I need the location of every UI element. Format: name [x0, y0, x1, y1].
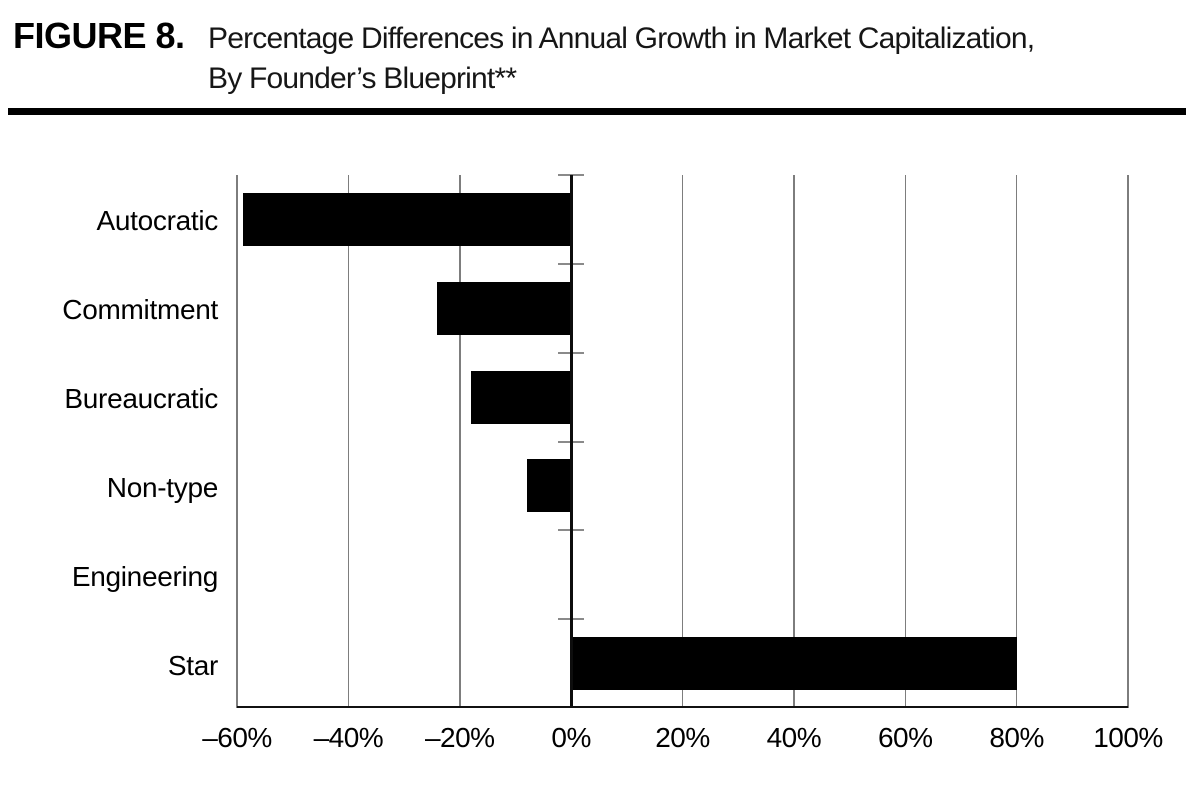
category-label-bureaucratic: Bureaucratic — [64, 383, 218, 415]
figure-title-line-2: By Founder’s Blueprint** — [208, 62, 517, 95]
bar-autocratic — [242, 192, 572, 246]
x-tick-label-80: 80% — [989, 722, 1044, 753]
category-label-autocratic: Autocratic — [96, 205, 219, 237]
category-label-star: Star — [167, 649, 218, 681]
x-tick-label-100: 100% — [1093, 722, 1163, 753]
figure-title: Percentage Differences in Annual Growth … — [208, 19, 1035, 99]
x-tick-label-60: 60% — [877, 722, 933, 753]
category-label-engineering: Engineering — [71, 560, 218, 592]
x-tick-label--60: –60% — [202, 722, 272, 753]
gridline-20 — [681, 175, 684, 708]
bar-bureaucratic — [470, 370, 572, 424]
x-axis-tick-labels: –60% –40% –20% 0% 20% 40% 60% 80% 100% — [202, 722, 1163, 758]
gridline-40 — [793, 175, 795, 708]
bar-chart-plot-area — [236, 174, 1129, 708]
title-divider-rule — [8, 108, 1186, 115]
x-tick-label-40: 40% — [766, 722, 822, 753]
zero-axis-line — [569, 175, 573, 708]
x-tick-label--40: –40% — [313, 722, 384, 753]
gridline-100 — [1127, 175, 1129, 708]
x-tick-label-0: 0% — [551, 722, 591, 753]
bar-commitment — [437, 281, 572, 335]
x-tick-label--20: –20% — [424, 722, 495, 753]
gridline-80 — [1015, 175, 1018, 708]
x-tick-label-20: 20% — [655, 722, 710, 753]
bar-non-type — [526, 459, 572, 513]
bar-star — [571, 637, 1017, 691]
figure-label: FIGURE 8. — [13, 15, 185, 56]
gridline--40 — [347, 175, 350, 708]
gridline--60 — [236, 175, 238, 708]
figure-title-line-1: Percentage Differences in Annual Growth … — [208, 22, 1035, 55]
x-axis-line — [237, 706, 1128, 708]
gridline-60 — [904, 175, 906, 708]
category-axis-labels: Autocratic Commitment Bureaucratic Non-type… — [0, 175, 218, 708]
category-label-non-type: Non-type — [106, 471, 219, 503]
category-label-commitment: Commitment — [62, 294, 218, 326]
gridline--20 — [459, 175, 461, 708]
